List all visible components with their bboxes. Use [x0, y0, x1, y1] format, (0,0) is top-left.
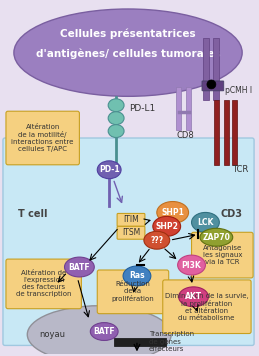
Ellipse shape: [144, 231, 170, 249]
Text: Transcription
de gènes
effecteurs: Transcription de gènes effecteurs: [149, 331, 194, 352]
Ellipse shape: [97, 161, 121, 179]
Ellipse shape: [108, 99, 124, 112]
FancyBboxPatch shape: [202, 81, 224, 91]
Text: PD-1: PD-1: [99, 165, 119, 174]
Ellipse shape: [14, 9, 242, 96]
FancyBboxPatch shape: [163, 280, 251, 334]
Text: AKT: AKT: [185, 292, 202, 301]
Text: Ras: Ras: [129, 272, 145, 281]
Ellipse shape: [90, 323, 118, 340]
Text: T cell: T cell: [18, 209, 47, 219]
Text: CD3: CD3: [220, 209, 242, 219]
Ellipse shape: [179, 287, 208, 307]
FancyBboxPatch shape: [224, 100, 229, 165]
Text: PI3K: PI3K: [182, 261, 202, 269]
Ellipse shape: [200, 228, 233, 246]
Text: BATF: BATF: [93, 327, 115, 336]
Text: LCK: LCK: [197, 218, 214, 227]
FancyBboxPatch shape: [176, 87, 181, 130]
Ellipse shape: [157, 201, 189, 223]
FancyBboxPatch shape: [186, 87, 191, 130]
FancyBboxPatch shape: [192, 232, 253, 278]
Text: SHP2: SHP2: [155, 222, 178, 231]
Text: CD8: CD8: [177, 131, 195, 140]
Text: noyau: noyau: [40, 330, 66, 339]
FancyBboxPatch shape: [97, 270, 169, 314]
Text: ITSM: ITSM: [122, 228, 140, 237]
Text: Altération
de la motilité/
interactions entre
cellules T/APC: Altération de la motilité/ interactions …: [11, 124, 74, 152]
Text: d'antigènes/ cellules tumorales: d'antigènes/ cellules tumorales: [36, 48, 220, 59]
FancyBboxPatch shape: [6, 259, 81, 309]
Ellipse shape: [27, 306, 171, 356]
Ellipse shape: [192, 213, 219, 232]
FancyBboxPatch shape: [117, 226, 145, 239]
Ellipse shape: [123, 266, 151, 286]
Text: Cellules présentatrices: Cellules présentatrices: [60, 28, 196, 39]
Text: ZAP70: ZAP70: [203, 233, 230, 242]
Ellipse shape: [153, 216, 181, 236]
Text: Altération de
l'expression
des facteurs
de transcription: Altération de l'expression des facteurs …: [16, 271, 71, 297]
Text: ???: ???: [150, 236, 163, 245]
Text: pCMH I: pCMH I: [225, 86, 253, 95]
FancyBboxPatch shape: [204, 38, 210, 100]
Text: TCR: TCR: [232, 165, 248, 174]
Text: BATF: BATF: [69, 262, 90, 272]
Text: Diminution de la survie,
la prolifération
et altération
du métabolisme: Diminution de la survie, la prolifératio…: [164, 293, 248, 321]
Ellipse shape: [64, 257, 94, 277]
FancyBboxPatch shape: [6, 111, 80, 165]
FancyBboxPatch shape: [232, 100, 237, 165]
FancyBboxPatch shape: [117, 214, 145, 226]
Text: Réduction
de la
prolifération: Réduction de la prolifération: [112, 281, 154, 303]
Ellipse shape: [108, 125, 124, 137]
FancyBboxPatch shape: [213, 38, 219, 100]
FancyBboxPatch shape: [3, 138, 254, 345]
Ellipse shape: [178, 255, 205, 275]
FancyBboxPatch shape: [214, 100, 219, 165]
Bar: [114, 339, 166, 346]
Text: PD-L1: PD-L1: [129, 104, 155, 113]
Ellipse shape: [207, 80, 216, 89]
Ellipse shape: [108, 112, 124, 125]
Text: Antagonise
les signaux
via la TCR: Antagonise les signaux via la TCR: [203, 245, 242, 265]
Text: ITIM: ITIM: [123, 215, 139, 224]
Text: SHP1: SHP1: [161, 208, 184, 217]
